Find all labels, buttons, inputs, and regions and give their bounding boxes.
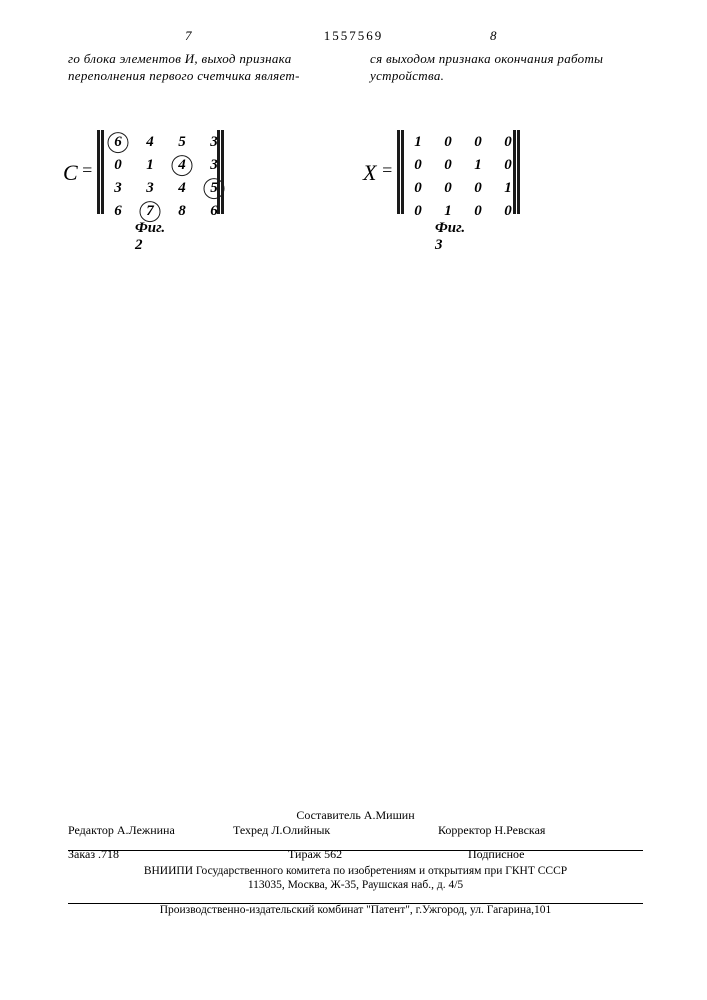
footer-compiler: Составитель А.Мишин: [68, 808, 643, 823]
matrix-cell: 0: [109, 157, 127, 174]
body-left-column: го блока элементов И, выход признака пер…: [68, 50, 348, 84]
matrix-cell: 8: [173, 203, 191, 220]
bracket-icon: [397, 130, 400, 214]
matrix-cell: 0: [409, 203, 427, 220]
matrix-cell: 5: [205, 180, 223, 197]
matrix-cell: 4: [141, 134, 159, 151]
matrix-cell: 0: [439, 157, 457, 174]
matrix-cell: 0: [469, 180, 487, 197]
figure-2-label: Фиг. 2: [135, 220, 165, 254]
footer-tirazh: Тираж 562: [288, 847, 342, 862]
page-number-left: 7: [185, 28, 192, 44]
divider: [68, 850, 643, 851]
figures-row: C = 6453014333456786 Фиг. 2 X = 10000010…: [0, 130, 707, 250]
footer-org-3: Производственно-издательский комбинат "П…: [68, 903, 643, 918]
matrix-cell: 1: [499, 180, 517, 197]
bracket-icon: [517, 130, 520, 214]
bracket-icon: [97, 130, 100, 214]
matrix-x-grid: 1000001000010100: [409, 134, 517, 220]
matrix-cell: 0: [409, 180, 427, 197]
matrix-cell: 1: [469, 157, 487, 174]
matrix-cell: 4: [173, 180, 191, 197]
matrix-cell: 0: [499, 157, 517, 174]
bracket-icon: [401, 130, 404, 214]
equals-sign: =: [81, 160, 93, 181]
page-number-right: 8: [490, 28, 497, 44]
matrix-cell: 4: [173, 157, 191, 174]
footer-zakaz: Заказ .718: [68, 847, 119, 862]
matrix-cell: 3: [141, 180, 159, 197]
body-right-column: ся выходом признака окончания работы уст…: [370, 50, 650, 84]
patent-number: 1557569: [324, 28, 384, 44]
matrix-cell: 6: [205, 203, 223, 220]
matrix-x-var: X: [363, 160, 376, 186]
figure-3-label: Фиг. 3: [435, 220, 465, 254]
matrix-cell: 0: [439, 134, 457, 151]
matrix-cell: 1: [409, 134, 427, 151]
matrix-cell: 1: [141, 157, 159, 174]
matrix-cell: 0: [469, 134, 487, 151]
matrix-cell: 1: [439, 203, 457, 220]
matrix-cell: 3: [109, 180, 127, 197]
matrix-cell: 0: [439, 180, 457, 197]
matrix-cell: 3: [205, 157, 223, 174]
footer-org-2: 113035, Москва, Ж-35, Раушская наб., д. …: [68, 878, 643, 893]
bracket-icon: [101, 130, 104, 214]
matrix-cell: 5: [173, 134, 191, 151]
matrix-cell: 3: [205, 134, 223, 151]
footer-editor: Редактор А.Лежнина: [68, 823, 175, 838]
equals-sign: =: [381, 160, 393, 181]
patent-page: { "header": { "page_left": "7", "patent_…: [0, 0, 707, 1000]
matrix-cell: 0: [409, 157, 427, 174]
footer-corrector: Корректор Н.Ревская: [438, 823, 545, 838]
footer-podpisnoe: Подписное: [468, 847, 525, 862]
footer-techred: Техред Л.Олийнык: [233, 823, 330, 838]
footer-org-1: ВНИИПИ Государственного комитета по изоб…: [68, 864, 643, 879]
matrix-c-grid: 6453014333456786: [109, 134, 223, 220]
matrix-cell: 6: [109, 134, 127, 151]
matrix-cell: 0: [499, 203, 517, 220]
matrix-c-var: C: [63, 160, 78, 186]
matrix-cell: 7: [141, 203, 159, 220]
matrix-cell: 0: [469, 203, 487, 220]
matrix-cell: 6: [109, 203, 127, 220]
matrix-cell: 0: [499, 134, 517, 151]
